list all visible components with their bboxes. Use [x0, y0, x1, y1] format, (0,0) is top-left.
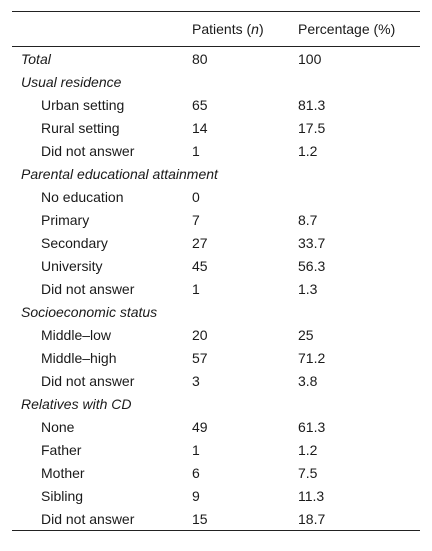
- row-percentage: 18.7: [298, 510, 326, 527]
- row-label: Mother: [41, 464, 85, 481]
- section-title: Parental educational attainment: [21, 165, 218, 182]
- demographics-table: Patients (n) Percentage (%) Total 80 100…: [12, 11, 420, 531]
- table-row: Father 1 1.2: [12, 438, 420, 461]
- row-label: University: [41, 257, 103, 274]
- table-row: Urban setting 65 81.3: [12, 93, 420, 116]
- row-percentage: 7.5: [298, 464, 318, 481]
- table-row: Primary 7 8.7: [12, 208, 420, 231]
- section-title: Socioeconomic status: [21, 303, 158, 320]
- row-percentage: 71.2: [298, 349, 326, 366]
- table-row: Did not answer 15 18.7: [12, 507, 420, 531]
- row-percentage: 1.2: [298, 441, 318, 458]
- table-row-total: Total 80 100: [12, 47, 420, 71]
- header-row: Patients (n) Percentage (%): [12, 11, 420, 47]
- row-label: Urban setting: [41, 96, 125, 113]
- row-patients: 15: [192, 510, 208, 527]
- section-header-row-relatives-with-cd: Relatives with CD: [12, 392, 420, 415]
- header-patients-prefix: Patients (: [192, 21, 252, 37]
- row-patients: 49: [192, 418, 208, 435]
- table-row: Rural setting 14 17.5: [12, 116, 420, 139]
- table-row: Did not answer 3 3.8: [12, 369, 420, 392]
- row-percentage: 81.3: [298, 96, 326, 113]
- table-row: Mother 6 7.5: [12, 461, 420, 484]
- row-patients: 1: [192, 142, 200, 159]
- table-row: Middle–low 20 25: [12, 323, 420, 346]
- row-patients: 20: [192, 326, 208, 343]
- row-patients: 45: [192, 257, 208, 274]
- row-label: Did not answer: [41, 142, 135, 159]
- row-patients: 7: [192, 211, 200, 228]
- table-body: Total 80 100 Usual residence Urban settin…: [12, 47, 420, 531]
- row-patients: 14: [192, 119, 208, 136]
- row-percentage: 8.7: [298, 211, 318, 228]
- table-row: No education 0: [12, 185, 420, 208]
- header-patients-suffix: ): [258, 21, 264, 37]
- table-row: University 45 56.3: [12, 254, 420, 277]
- row-patients: 6: [192, 464, 200, 481]
- row-label: Father: [41, 441, 82, 458]
- row-patients: 65: [192, 96, 208, 113]
- table-row: Secondary 27 33.7: [12, 231, 420, 254]
- table-header: Patients (n) Percentage (%): [12, 11, 420, 47]
- total-label: Total: [21, 50, 51, 67]
- total-patients: 80: [192, 50, 208, 67]
- table-row: Did not answer 1 1.2: [12, 139, 420, 162]
- row-percentage: [298, 185, 420, 208]
- row-patients: 9: [192, 487, 200, 504]
- row-label: Did not answer: [41, 372, 135, 389]
- row-percentage: 17.5: [298, 119, 326, 136]
- row-percentage: 56.3: [298, 257, 326, 274]
- row-percentage: 33.7: [298, 234, 326, 251]
- header-cell-patients: Patients (n): [192, 12, 298, 47]
- row-percentage: 61.3: [298, 418, 326, 435]
- row-percentage: 1.3: [298, 280, 318, 297]
- row-patients: 0: [192, 188, 200, 205]
- table-row: Sibling 9 11.3: [12, 484, 420, 507]
- row-label: Primary: [41, 211, 90, 228]
- header-patients-variable: n: [251, 21, 259, 37]
- row-label: Did not answer: [41, 510, 135, 527]
- row-percentage: 3.8: [298, 372, 318, 389]
- section-title: Relatives with CD: [21, 395, 132, 412]
- row-patients: 3: [192, 372, 200, 389]
- row-label: Middle–high: [41, 349, 117, 366]
- row-label: Sibling: [41, 487, 84, 504]
- row-label: Secondary: [41, 234, 108, 251]
- row-label: No education: [41, 188, 124, 205]
- row-patients: 27: [192, 234, 208, 251]
- header-cell-percentage: Percentage (%): [298, 21, 396, 37]
- row-label: Middle–low: [41, 326, 112, 343]
- row-percentage: 1.2: [298, 142, 318, 159]
- row-percentage: 11.3: [298, 487, 325, 504]
- table-row: None 49 61.3: [12, 415, 420, 438]
- row-label: Did not answer: [41, 280, 135, 297]
- table-row: Middle–high 57 71.2: [12, 346, 420, 369]
- section-header-row-parental-educational-attainment: Parental educational attainment: [12, 162, 420, 185]
- section-header-row-usual-residence: Usual residence: [12, 70, 420, 93]
- row-percentage: 25: [298, 326, 314, 343]
- section-header-row-socioeconomic-status: Socioeconomic status: [12, 300, 420, 323]
- header-cell-label: [12, 12, 192, 47]
- row-patients: 57: [192, 349, 208, 366]
- row-label: Rural setting: [41, 119, 120, 136]
- total-percentage: 100: [298, 50, 322, 67]
- row-patients: 1: [192, 441, 200, 458]
- table-row: Did not answer 1 1.3: [12, 277, 420, 300]
- section-title: Usual residence: [21, 73, 122, 90]
- row-label: None: [41, 418, 75, 435]
- row-patients: 1: [192, 280, 200, 297]
- data-table-container: Patients (n) Percentage (%) Total 80 100…: [12, 11, 420, 531]
